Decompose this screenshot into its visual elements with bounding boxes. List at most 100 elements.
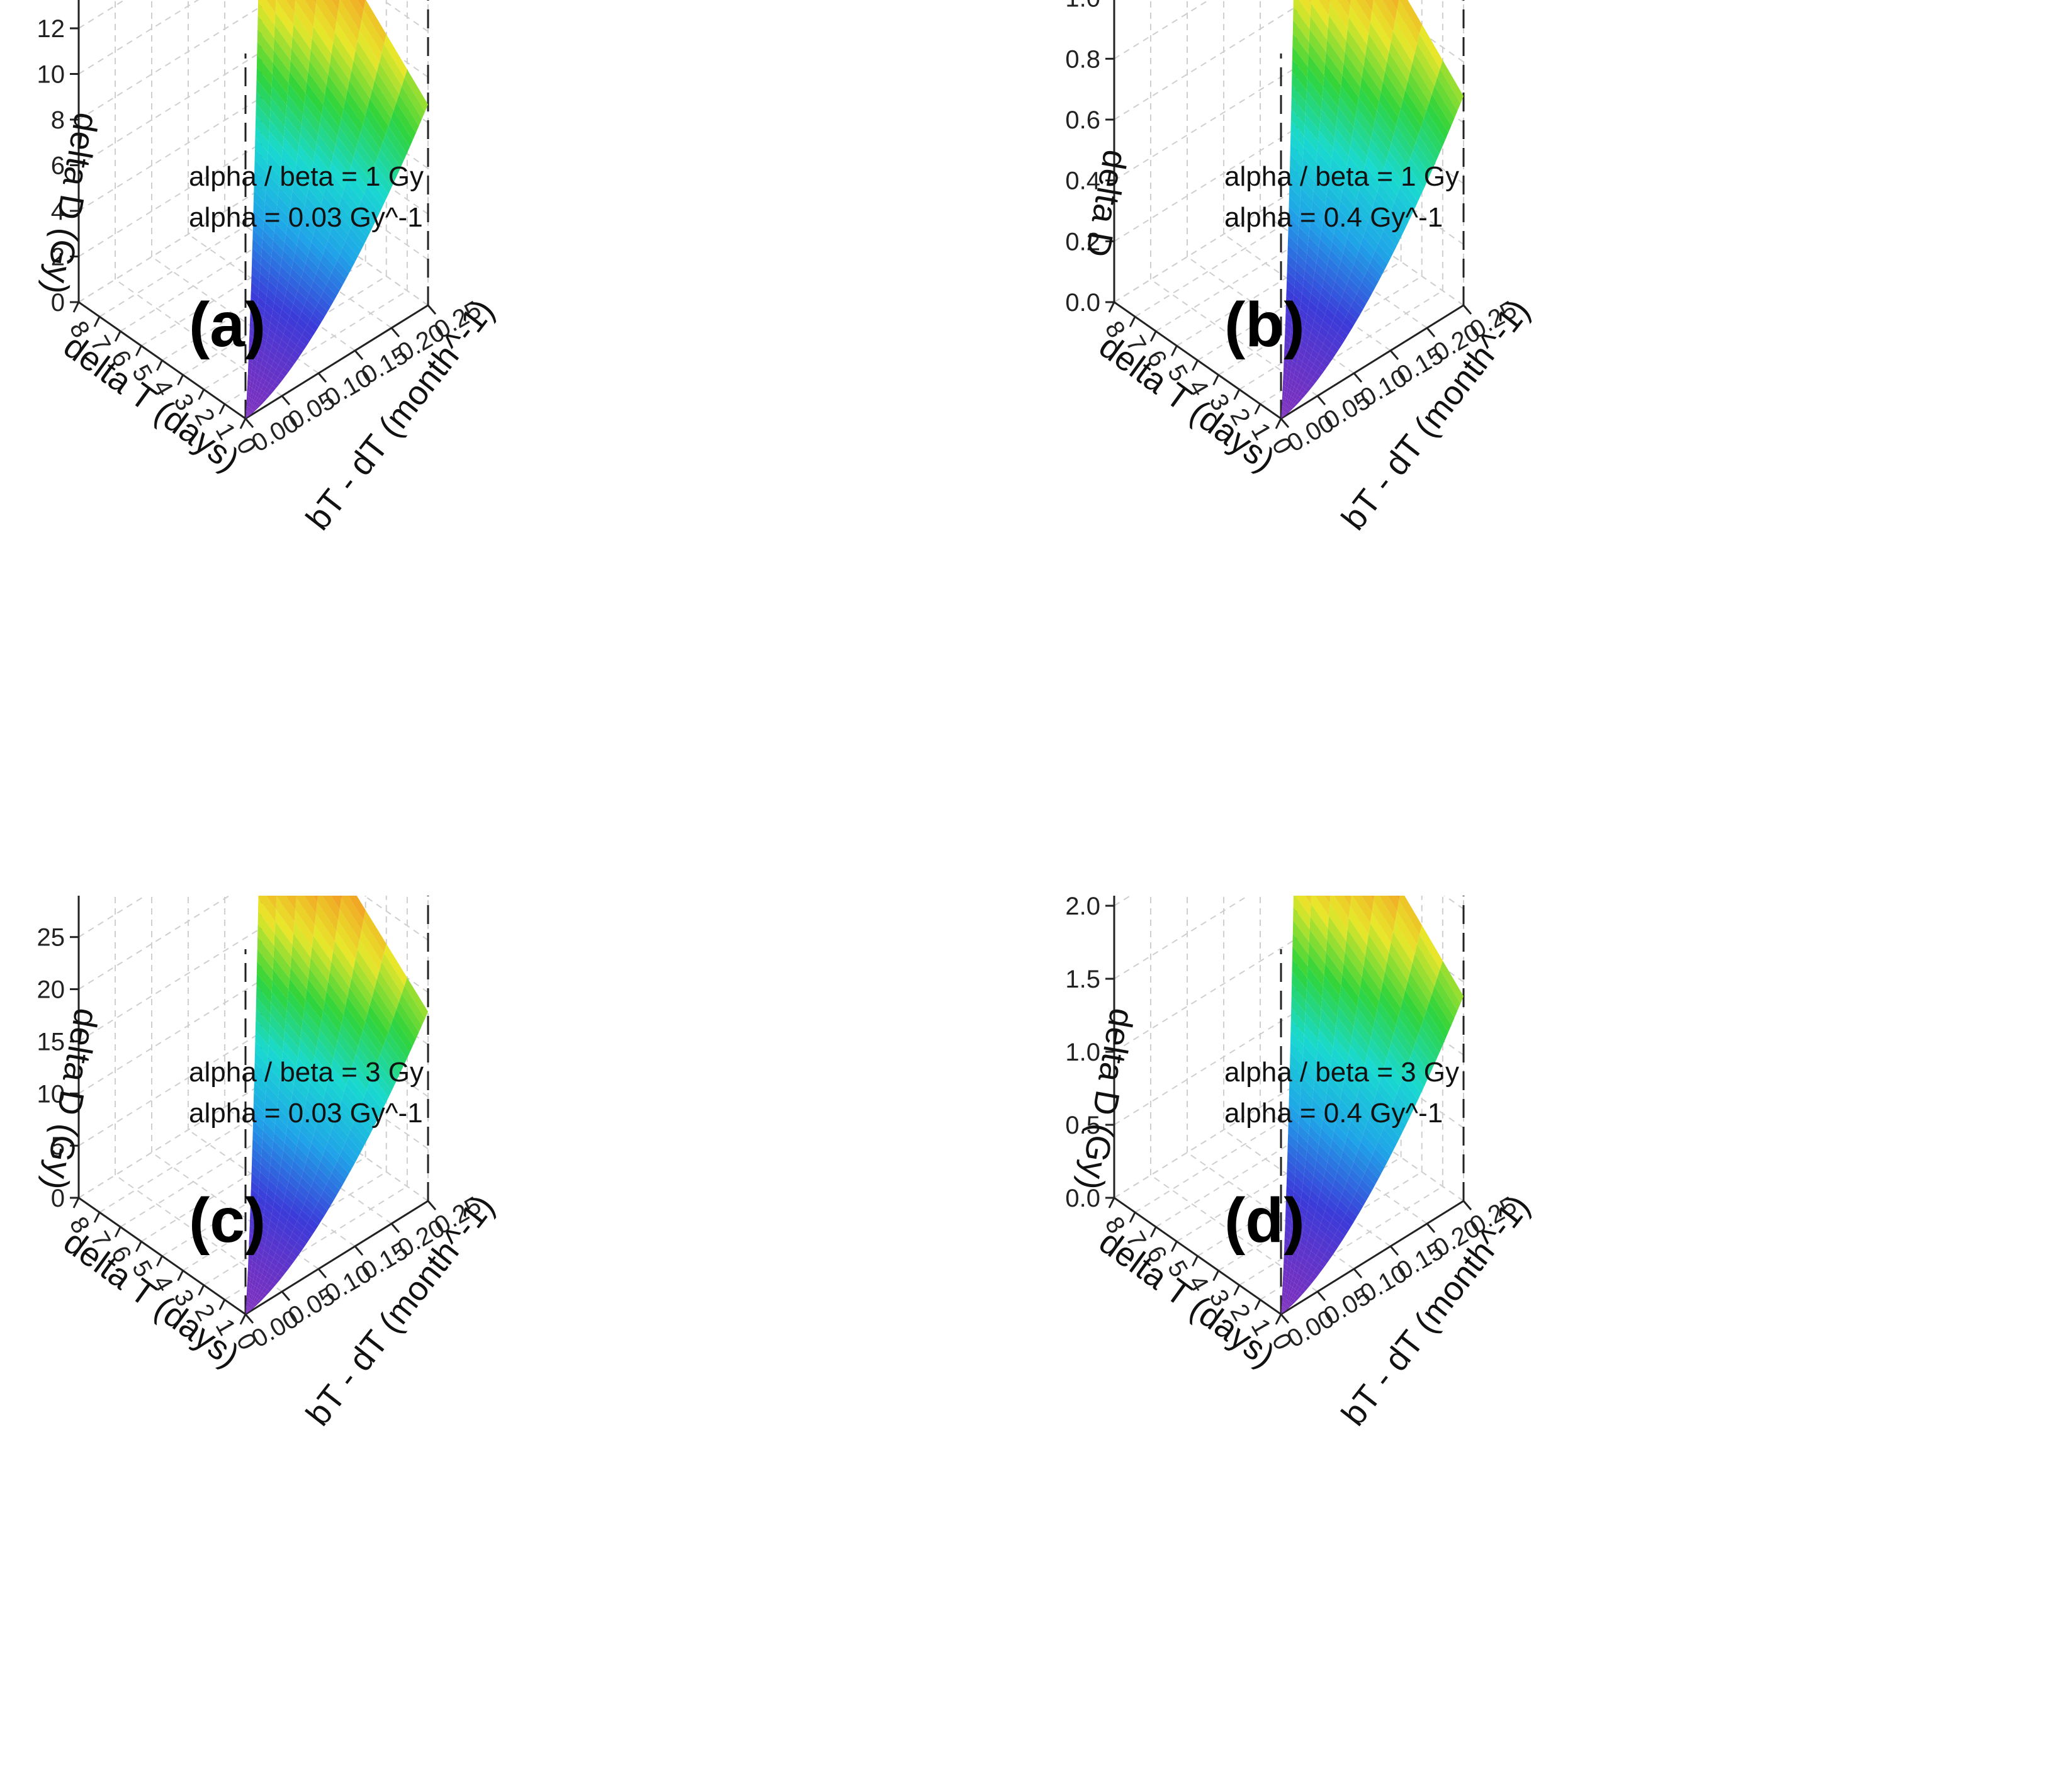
surface-patch [254, 1292, 258, 1298]
surface-patch [1335, 274, 1347, 291]
surface-patch [1365, 222, 1381, 244]
grid-line [1176, 232, 1360, 347]
z-tick-label: 1.0 [1065, 0, 1100, 13]
surface-patch [286, 225, 298, 245]
surface-patch [364, 186, 383, 213]
surface-patch [315, 1168, 329, 1185]
surface-patch [281, 334, 290, 345]
surface-patch [1382, 167, 1400, 196]
surface-patch [262, 353, 269, 363]
surface-patch [1295, 1290, 1300, 1297]
surface-patch [247, 412, 251, 416]
surface-patch [299, 335, 310, 346]
surface-patch [324, 1185, 337, 1200]
x-tick [218, 403, 226, 415]
surface-patch [1368, 138, 1387, 168]
surface-patch [1371, 1028, 1389, 1059]
surface-patch [1345, 312, 1357, 325]
surface-patch [259, 400, 264, 405]
surface-patch [1353, 257, 1367, 276]
surface-patch [1281, 1310, 1282, 1314]
surface-patch [261, 1293, 267, 1299]
surface-patch [1290, 397, 1295, 403]
surface-patch [304, 1198, 316, 1213]
surface-patch [262, 373, 268, 381]
surface-patch [291, 350, 300, 360]
surface-patch [357, 30, 380, 72]
surface-patch [1360, 1134, 1375, 1155]
surface-patch [1309, 1125, 1321, 1145]
surface-patch [1290, 1280, 1294, 1288]
surface-patch [264, 303, 273, 317]
surface-patch [1290, 1262, 1295, 1271]
grid-line [1114, 1084, 1297, 1198]
surface-patch [1281, 415, 1283, 419]
surface-patch [1300, 1096, 1312, 1117]
surface-patch [1391, 202, 1409, 228]
surface-patch [271, 86, 287, 116]
y-tick [427, 1200, 437, 1210]
surface-patch [1437, 69, 1461, 111]
surface-patch [1329, 0, 1349, 30]
grid-line [120, 1113, 303, 1228]
surface-patch [1325, 1093, 1339, 1116]
surface-patch [1419, 24, 1443, 69]
surface-patch [1285, 1300, 1289, 1305]
surface-patch [1353, 1017, 1371, 1047]
surface-patch [1282, 400, 1284, 407]
surface-patch [252, 220, 264, 239]
surface-patch [1281, 1310, 1282, 1314]
surface-patch [1313, 1079, 1327, 1103]
surface-patch [1379, 896, 1397, 921]
surface-patch [283, 1226, 293, 1237]
surface-patch [310, 38, 330, 75]
surface-patch [349, 1069, 367, 1097]
surface-patch [295, 323, 305, 335]
surface-patch [1387, 52, 1408, 91]
surface-patch [246, 400, 248, 407]
surface-patch [1372, 199, 1389, 224]
surface-patch [1395, 911, 1418, 954]
surface-patch [276, 1261, 283, 1270]
surface-patch [245, 415, 248, 419]
surface-patch [1331, 1046, 1347, 1073]
surface-patch [1333, 315, 1343, 329]
surface-patch [260, 1164, 269, 1180]
surface-patch [375, 1061, 395, 1091]
surface-patch [1345, 941, 1364, 977]
surface-patch [245, 1310, 247, 1314]
surface-patch [263, 368, 270, 376]
surface-patch [1281, 416, 1284, 419]
surface-patch [248, 361, 252, 370]
surface-patch [1342, 183, 1357, 207]
surface-patch [1311, 286, 1321, 301]
surface-patch [1289, 396, 1294, 402]
surface-patch [265, 376, 271, 383]
surface-patch [279, 1079, 293, 1102]
surface-patch [1285, 1304, 1289, 1309]
surface-patch [248, 1251, 253, 1261]
surface-patch [266, 896, 277, 910]
surface-patch [257, 303, 265, 317]
surface-patch [271, 1149, 282, 1166]
surface-patch [313, 15, 334, 54]
surface-patch [1281, 414, 1282, 419]
surface-patch [1379, 176, 1397, 203]
surface-patch [1305, 365, 1312, 374]
surface-patch [245, 415, 249, 419]
surface-patch [261, 1147, 272, 1164]
surface-patch [341, 189, 359, 215]
surface-patch [1328, 916, 1346, 952]
surface-patch [1345, 1063, 1362, 1089]
surface-patch [322, 896, 340, 920]
surface-patch [314, 3, 335, 43]
surface-patch [1301, 167, 1315, 191]
surface-patch [396, 94, 419, 133]
grid-line [78, 51, 262, 166]
surface-patch [363, 910, 387, 953]
surface-patch [353, 214, 371, 239]
surface-patch [286, 1000, 303, 1029]
surface-patch [1286, 369, 1291, 378]
surface-patch [1283, 366, 1287, 375]
surface-patch [1394, 125, 1413, 158]
